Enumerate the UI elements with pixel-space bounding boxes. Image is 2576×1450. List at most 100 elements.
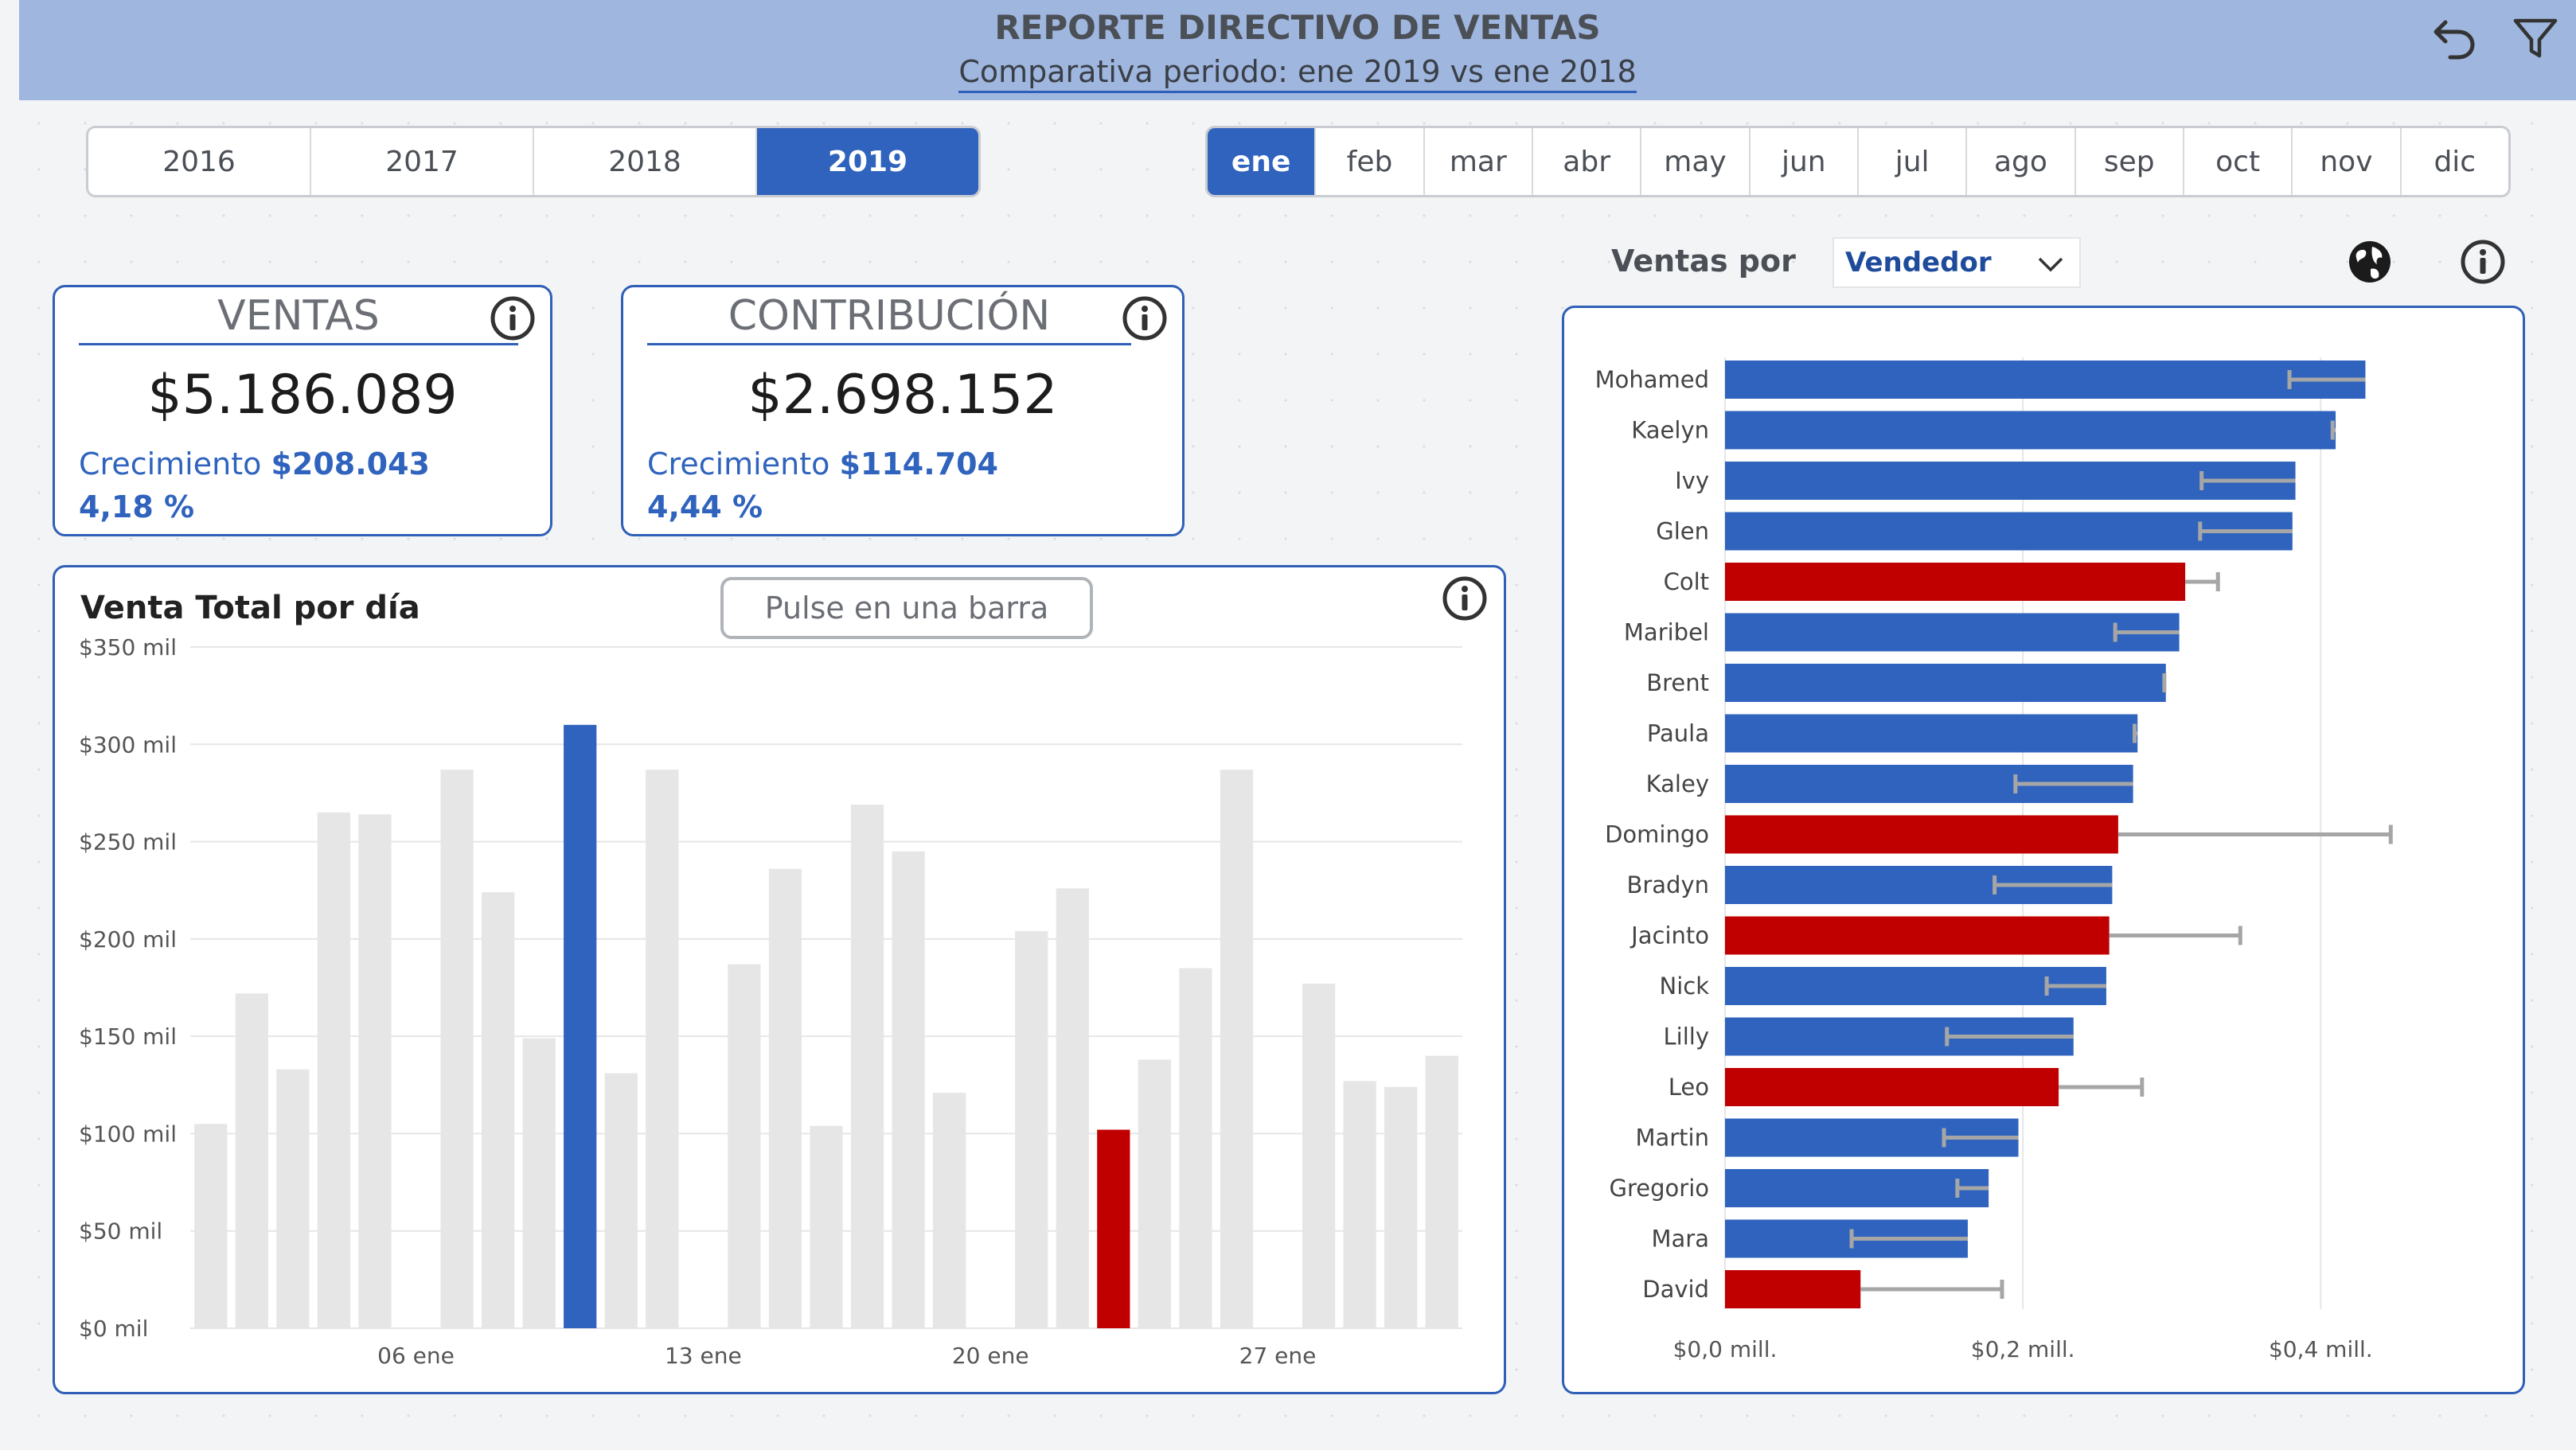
year-option-2018[interactable]: 2018 xyxy=(534,128,757,195)
seller-label: Domingo xyxy=(1605,821,1709,848)
day-bar[interactable] xyxy=(1138,1059,1172,1328)
day-bar[interactable] xyxy=(1220,770,1254,1328)
pulse-bar-button[interactable]: Pulse en una barra xyxy=(720,577,1093,639)
seller-bar[interactable] xyxy=(1725,512,2293,551)
day-bar[interactable] xyxy=(1343,1081,1376,1328)
month-option-jun[interactable]: jun xyxy=(1751,128,1859,195)
info-icon[interactable] xyxy=(1442,575,1488,622)
year-slicer: 2016 2017 2018 2019 xyxy=(86,126,981,197)
seller-error-bar xyxy=(1945,1027,2074,1047)
contribucion-growth-value: $114.704 xyxy=(839,446,998,481)
seller-label: Gregorio xyxy=(1610,1175,1709,1202)
breakdown-dropdown-value: Vendedor xyxy=(1845,247,1992,279)
seller-error-bar xyxy=(2044,976,2106,996)
ventas-card: VENTAS $5.186.089 Crecimiento $208.043 4… xyxy=(53,285,552,536)
chevron-down-icon xyxy=(2038,257,2063,272)
day-bar[interactable] xyxy=(768,868,802,1328)
info-icon[interactable] xyxy=(490,295,536,341)
day-bar[interactable] xyxy=(1056,888,1089,1328)
month-option-nov[interactable]: nov xyxy=(2293,128,2402,195)
day-bar[interactable] xyxy=(317,812,351,1328)
info-icon[interactable] xyxy=(2460,239,2506,285)
report-subtitle-text: Comparativa periodo: ene 2019 vs ene 201… xyxy=(958,54,1637,93)
seller-bar[interactable] xyxy=(1725,967,2106,1005)
year-option-2017[interactable]: 2017 xyxy=(311,128,534,195)
day-bar[interactable] xyxy=(728,964,761,1328)
month-option-mar[interactable]: mar xyxy=(1425,128,1533,195)
month-option-may[interactable]: may xyxy=(1641,128,1751,195)
x-tick-label: 13 ene xyxy=(665,1343,742,1369)
seller-label: Mara xyxy=(1652,1226,1710,1253)
breakdown-dropdown[interactable]: Vendedor xyxy=(1832,237,2081,288)
day-bar[interactable] xyxy=(933,1093,966,1328)
seller-error-bar xyxy=(2287,370,2366,389)
month-option-ago[interactable]: ago xyxy=(1967,128,2076,195)
seller-error-bar xyxy=(1992,875,2113,895)
x-tick-label: $0,4 mill. xyxy=(2269,1336,2373,1362)
day-bar[interactable] xyxy=(646,770,679,1328)
month-option-feb[interactable]: feb xyxy=(1316,128,1425,195)
month-option-oct[interactable]: oct xyxy=(2184,128,2293,195)
day-bar[interactable] xyxy=(892,851,925,1328)
year-option-2019[interactable]: 2019 xyxy=(757,128,978,195)
seller-error-bar xyxy=(2132,723,2138,743)
contribucion-value: $2.698.152 xyxy=(747,364,1058,427)
day-bar[interactable] xyxy=(1384,1086,1418,1328)
y-tick-label: $350 mil xyxy=(79,634,177,661)
y-tick-label: $250 mil xyxy=(79,829,177,856)
undo-icon[interactable] xyxy=(2430,11,2480,62)
seller-label: David xyxy=(1642,1276,1709,1303)
seller-bar-chart: $0,0 mill. $0,2 mill. $0,4 mill. Mohamed Kae… xyxy=(1595,357,2393,1362)
y-tick-label: $100 mil xyxy=(79,1121,177,1147)
seller-label: Lilly xyxy=(1664,1023,1710,1050)
seller-bar[interactable] xyxy=(1725,664,2166,702)
y-tick-label: $300 mil xyxy=(79,731,177,758)
day-bar[interactable] xyxy=(564,724,597,1328)
day-bar[interactable] xyxy=(850,805,884,1328)
seller-bar[interactable] xyxy=(1725,1068,2059,1106)
ventas-growth: Crecimiento $208.043 xyxy=(79,446,430,481)
seller-label: Kaelyn xyxy=(1631,417,1709,444)
seller-label: Colt xyxy=(1664,568,1709,595)
seller-bar[interactable] xyxy=(1725,815,2118,854)
seller-label: Ivy xyxy=(1675,467,1709,494)
ventas-growth-value: $208.043 xyxy=(271,446,430,481)
filter-icon[interactable] xyxy=(2511,13,2560,62)
seller-sales-card: $0,0 mill. $0,2 mill. $0,4 mill. Mohamed Kae… xyxy=(1562,306,2525,1394)
seller-bar[interactable] xyxy=(1725,1270,1861,1308)
seller-bar[interactable] xyxy=(1725,361,2366,399)
y-tick-label: $0 mil xyxy=(79,1316,148,1342)
day-bar[interactable] xyxy=(604,1073,638,1328)
x-tick-label: 27 ene xyxy=(1239,1343,1317,1369)
day-bar[interactable] xyxy=(1179,968,1212,1328)
seller-bar[interactable] xyxy=(1725,411,2336,450)
seller-bar[interactable] xyxy=(1725,613,2180,652)
day-bar[interactable] xyxy=(358,814,392,1328)
day-bar[interactable] xyxy=(235,993,268,1328)
info-icon[interactable] xyxy=(1122,295,1168,341)
day-bar[interactable] xyxy=(810,1125,843,1328)
contribucion-growth-label: Crecimiento xyxy=(647,446,830,481)
seller-bar[interactable] xyxy=(1725,714,2138,753)
month-option-dic[interactable]: dic xyxy=(2434,145,2476,178)
day-bar[interactable] xyxy=(522,1038,556,1328)
seller-error-bar xyxy=(2013,774,2133,793)
day-bar[interactable] xyxy=(1015,931,1048,1328)
month-option-abr[interactable]: abr xyxy=(1533,128,1642,195)
day-bar[interactable] xyxy=(276,1069,310,1328)
ventas-growth-pct: 4,18 % xyxy=(79,489,195,524)
globe-icon[interactable] xyxy=(2347,239,2393,285)
day-bar[interactable] xyxy=(1425,1055,1458,1328)
seller-bar[interactable] xyxy=(1725,1169,1989,1207)
day-bar[interactable] xyxy=(1302,984,1336,1328)
month-option-ene[interactable]: ene xyxy=(1208,128,1317,195)
seller-bar[interactable] xyxy=(1725,916,2110,955)
month-option-jul[interactable]: jul xyxy=(1859,128,1968,195)
year-option-2016[interactable]: 2016 xyxy=(88,128,311,195)
day-bar[interactable] xyxy=(194,1124,228,1328)
day-bar[interactable] xyxy=(1097,1129,1130,1328)
seller-bar[interactable] xyxy=(1725,563,2186,601)
month-option-sep[interactable]: sep xyxy=(2076,128,2184,195)
day-bar[interactable] xyxy=(481,892,515,1328)
day-bar[interactable] xyxy=(440,770,474,1328)
